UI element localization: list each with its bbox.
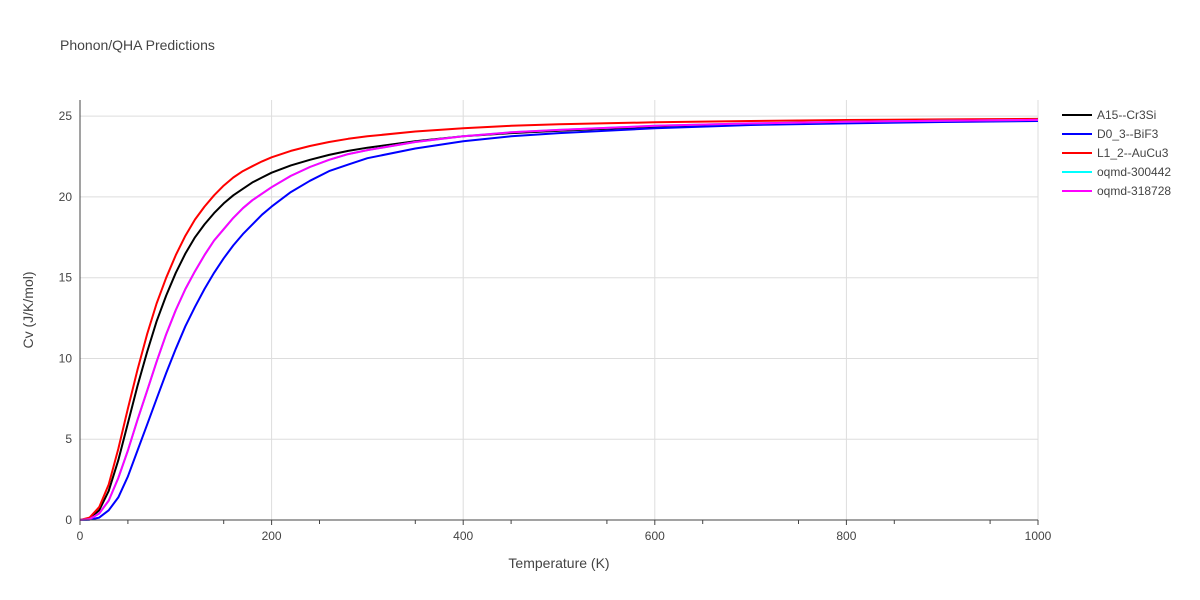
legend-item-label: A15--Cr3Si — [1097, 108, 1156, 122]
y-tick-label: 10 — [59, 351, 73, 365]
y-tick-label: 0 — [65, 513, 72, 527]
series-layer — [79, 117, 1039, 521]
x-tick-label: 600 — [645, 529, 665, 543]
series-line-L1_2--AuCu3 — [79, 117, 1039, 521]
y-tick-label: 5 — [65, 432, 72, 446]
y-tick-label: 20 — [59, 190, 73, 204]
legend-item-label: oqmd-300442 — [1097, 165, 1171, 179]
axis-layer: 0 200 400 600 800 1000 0 5 10 15 20 25 — [59, 100, 1052, 543]
x-tick-label: 0 — [77, 529, 84, 543]
legend: A15--Cr3Si D0_3--BiF3 L1_2--AuCu3 oqmd-3004… — [1062, 108, 1171, 198]
y-tick-label: 25 — [59, 109, 73, 123]
x-tick-label: 1000 — [1025, 529, 1052, 543]
y-axis-label: Cv (J/K/mol) — [20, 272, 36, 349]
grid-layer — [80, 100, 1039, 520]
series-line-oqmd-318728 — [79, 118, 1039, 521]
y-tick-label: 15 — [59, 271, 73, 285]
series-line-A15--Cr3Si — [79, 119, 1039, 521]
x-tick-label: 800 — [836, 529, 856, 543]
chart-title: Phonon/QHA Predictions — [60, 37, 215, 53]
x-tick-label: 400 — [453, 529, 473, 543]
x-tick-label: 200 — [262, 529, 282, 543]
x-axis-label: Temperature (K) — [508, 555, 609, 571]
series-line-D0_3--BiF3 — [79, 120, 1039, 521]
series-line-oqmd-300442 — [79, 118, 1039, 521]
legend-item-label: L1_2--AuCu3 — [1097, 146, 1169, 160]
legend-item-label: oqmd-318728 — [1097, 184, 1171, 198]
legend-item-label: D0_3--BiF3 — [1097, 127, 1159, 141]
